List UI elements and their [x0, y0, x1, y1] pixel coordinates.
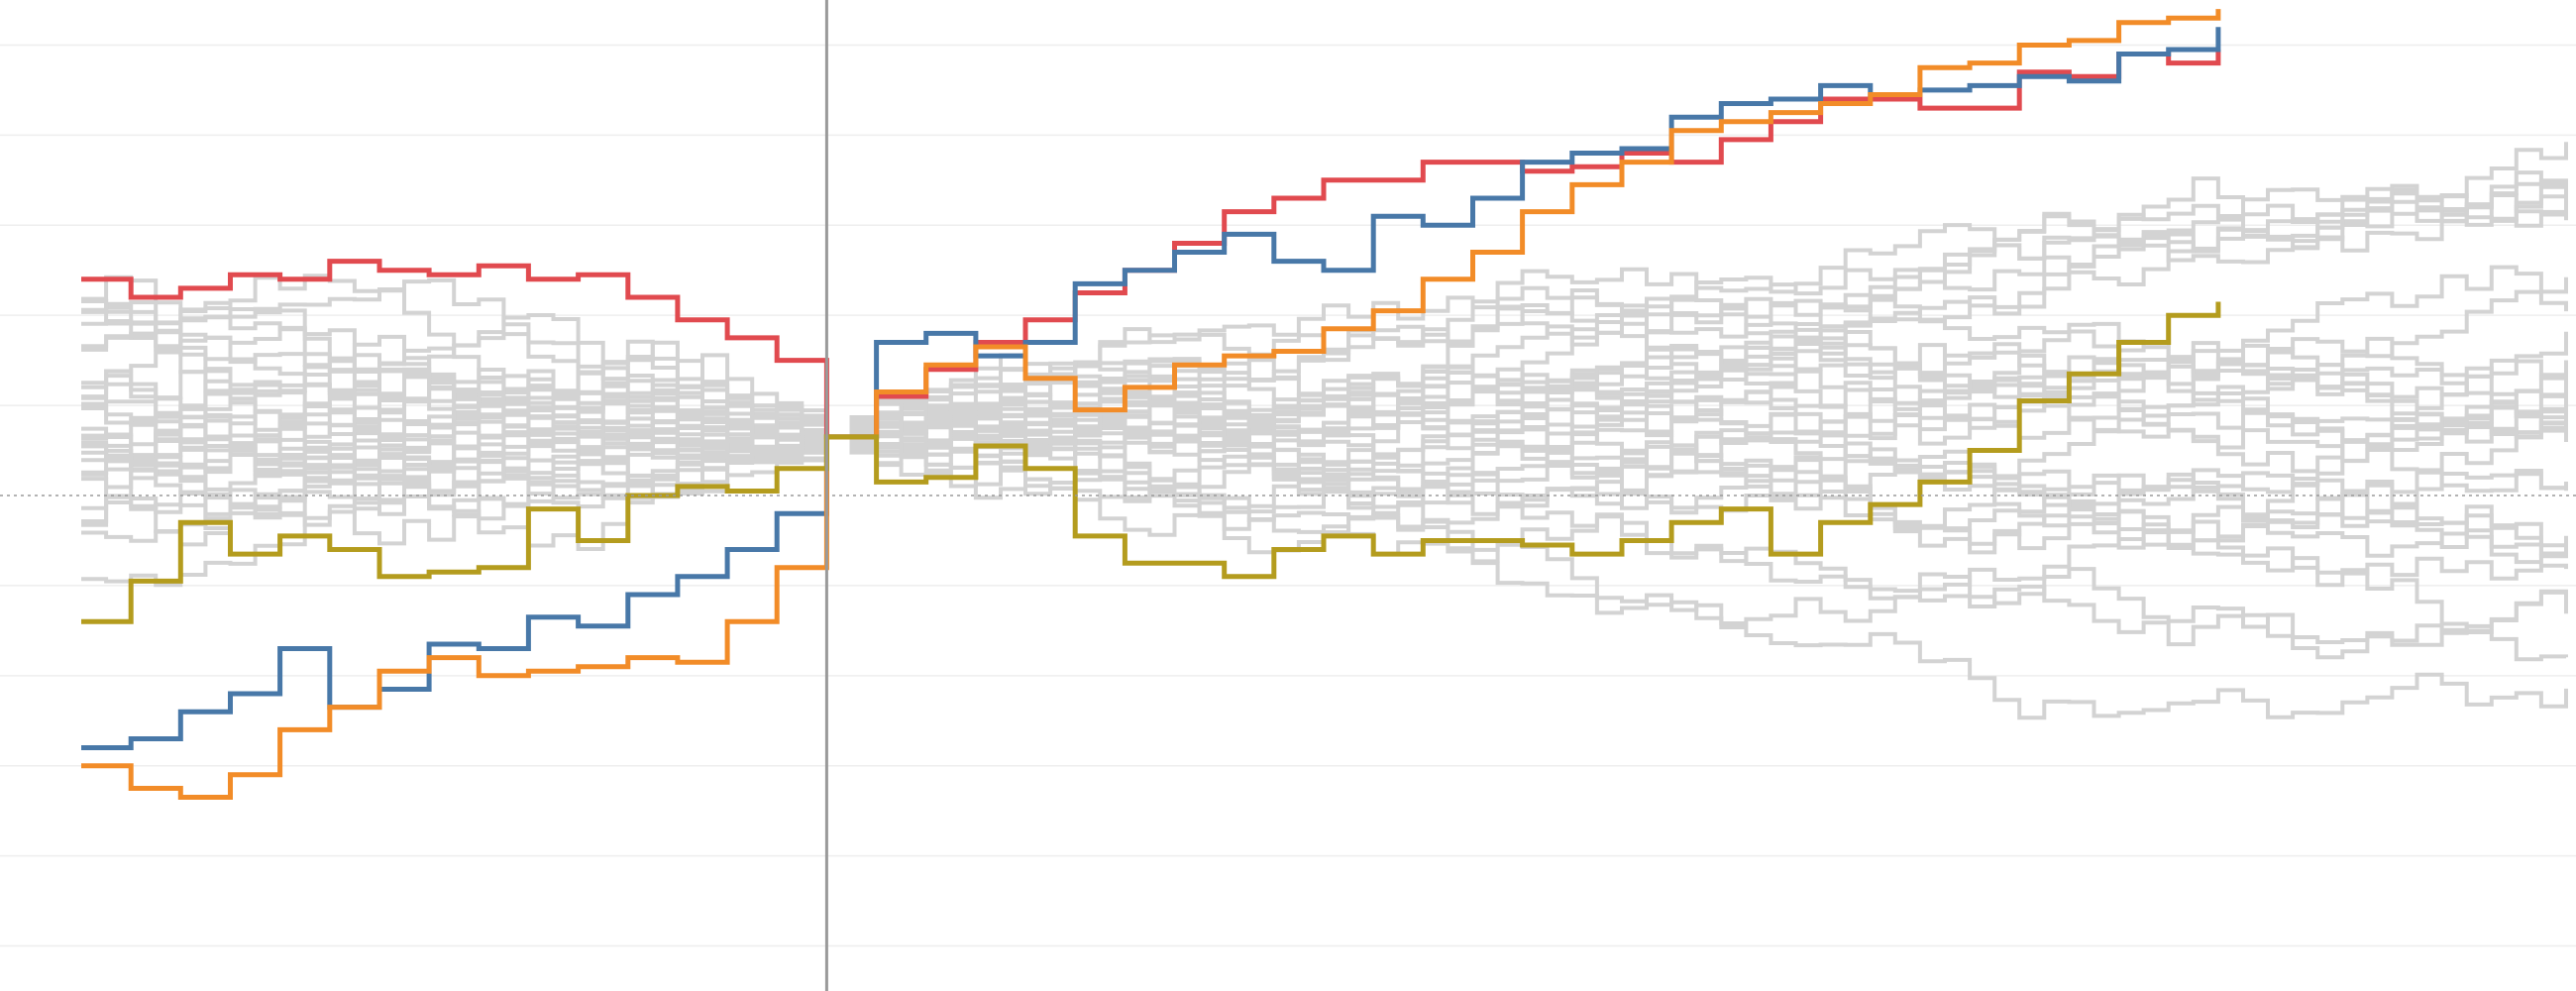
context-series-line: [81, 142, 2568, 457]
highlight-series-line-2: [81, 27, 2221, 750]
highlight-series-group: [81, 9, 2221, 800]
highlight-series-line-3: [81, 9, 2221, 800]
context-series-line: [81, 414, 2568, 601]
context-series-line: [81, 321, 2568, 662]
highlight-series-line-4: [81, 301, 2221, 624]
highlight-series-line-1: [81, 50, 2221, 440]
context-series-line: [81, 374, 2568, 660]
context-series-line: [81, 373, 2568, 534]
context-series-line: [81, 329, 2568, 521]
